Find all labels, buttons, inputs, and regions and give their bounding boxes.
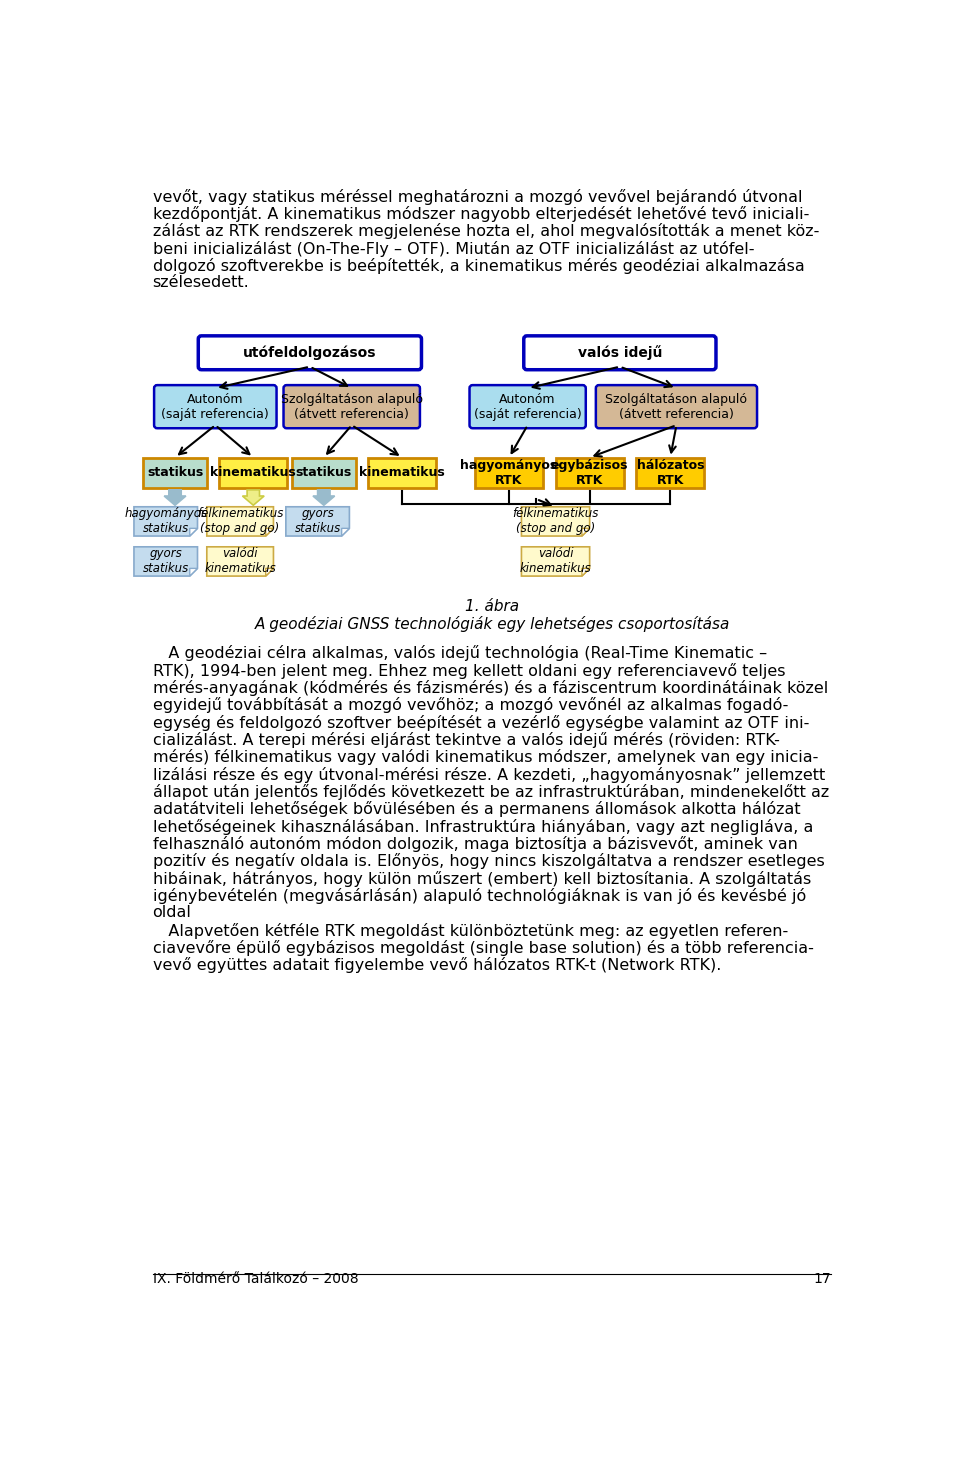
PathPatch shape [190, 568, 198, 575]
PathPatch shape [266, 568, 274, 575]
FancyBboxPatch shape [475, 457, 543, 489]
Text: vevő együttes adatait figyelembe vevő hálózatos RTK-t (Network RTK).: vevő együttes adatait figyelembe vevő há… [153, 957, 721, 974]
Text: Autonóm
(saját referencia): Autonóm (saját referencia) [474, 392, 582, 420]
Text: valódi
kinematikus: valódi kinematikus [204, 548, 276, 575]
Text: IX. Földmérő Találkozó – 2008: IX. Földmérő Találkozó – 2008 [153, 1272, 358, 1285]
FancyBboxPatch shape [143, 457, 206, 489]
Text: 17: 17 [814, 1272, 831, 1285]
Text: RTK), 1994-ben jelent meg. Ehhez meg kellett oldani egy referenciavevő teljes: RTK), 1994-ben jelent meg. Ehhez meg kel… [153, 663, 785, 679]
FancyBboxPatch shape [596, 385, 757, 429]
Text: gyors
statikus: gyors statikus [143, 548, 189, 575]
Text: dolgozó szoftverekbe is beépítették, a kinematikus mérés geodéziai alkalmazása: dolgozó szoftverekbe is beépítették, a k… [153, 258, 804, 274]
Text: Szolgáltatáson alapuló
(átvett referencia): Szolgáltatáson alapuló (átvett referenci… [606, 392, 748, 420]
Text: A geodéziai GNSS technológiák egy lehetséges csoportosítása: A geodéziai GNSS technológiák egy lehets… [254, 616, 730, 632]
FancyBboxPatch shape [283, 385, 420, 429]
Text: valódi
kinematikus: valódi kinematikus [519, 548, 591, 575]
Text: egybázisos
RTK: egybázisos RTK [551, 458, 629, 488]
PathPatch shape [134, 507, 198, 536]
Text: egyidejű továbbítását a mozgó vevőhöz; a mozgó vevőnél az alkalmas fogadó-: egyidejű továbbítását a mozgó vevőhöz; a… [153, 697, 788, 713]
Text: pozitív és negatív oldala is. Előnyös, hogy nincs kiszolgáltatva a rendszer eset: pozitív és negatív oldala is. Előnyös, h… [153, 854, 825, 870]
Text: cializálást. A terepi mérési eljárást tekintve a valós idejű mérés (röviden: RTK: cializálást. A terepi mérési eljárást te… [153, 732, 780, 748]
Text: szélesedett.: szélesedett. [153, 275, 250, 290]
PathPatch shape [582, 529, 589, 536]
Text: kezdőpontját. A kinematikus módszer nagyobb elterjedését lehetővé tevő iniciali-: kezdőpontját. A kinematikus módszer nagy… [153, 206, 809, 223]
Text: beni inicializálást (On-The-Fly – OTF). Miután az OTF inicializálást az utófel-: beni inicializálást (On-The-Fly – OTF). … [153, 240, 754, 256]
Text: ciavevőre épülő egybázisos megoldást (single base solution) és a több referencia: ciavevőre épülő egybázisos megoldást (si… [153, 940, 813, 956]
Text: A geodéziai célra alkalmas, valós idejű technológia (Real-Time Kinematic –: A geodéziai célra alkalmas, valós idejű … [153, 646, 767, 662]
FancyArrow shape [243, 490, 264, 505]
PathPatch shape [206, 507, 274, 536]
Text: felhasználó autonóm módon dolgozik, maga biztosítja a bázisvevőt, aminek van: felhasználó autonóm módon dolgozik, maga… [153, 836, 798, 852]
Text: lehetőségeinek kihasználásában. Infrastruktúra hiányában, vagy azt negligláva, a: lehetőségeinek kihasználásában. Infrastr… [153, 818, 813, 834]
Text: Alapvetően kétféle RTK megoldást különböztetünk meg: az egyetlen referen-: Alapvetően kétféle RTK megoldást különbö… [153, 922, 788, 938]
Text: Autonóm
(saját referencia): Autonóm (saját referencia) [161, 392, 269, 420]
Text: egység és feldolgozó szoftver beépítését a vezérlő egységbe valamint az OTF ini-: egység és feldolgozó szoftver beépítését… [153, 714, 809, 731]
Text: adatátviteli lehetőségek bővülésében és a permanens állomások alkotta hálózat: adatátviteli lehetőségek bővülésében és … [153, 801, 801, 817]
Text: statikus: statikus [147, 467, 204, 479]
Text: zálást az RTK rendszerek megjelenése hozta el, ahol megvalósították a menet köz-: zálást az RTK rendszerek megjelenése hoz… [153, 224, 819, 240]
Text: félkinematikus
(stop and go): félkinematikus (stop and go) [513, 508, 599, 536]
Text: lizálási része és egy útvonal-mérési része. A kezdeti, „hagyományosnak” jellemze: lizálási része és egy útvonal-mérési rés… [153, 767, 825, 783]
Text: statikus: statikus [296, 467, 352, 479]
PathPatch shape [521, 507, 589, 536]
Text: hagyományos
RTK: hagyományos RTK [461, 458, 558, 488]
Text: Szolgáltatáson alapuló
(átvett referencia): Szolgáltatáson alapuló (átvett referenci… [280, 392, 422, 420]
FancyBboxPatch shape [469, 385, 586, 429]
PathPatch shape [342, 529, 349, 536]
Text: állapot után jelentős fejlődés következett be az infrastruktúrában, mindenekelőt: állapot után jelentős fejlődés következe… [153, 785, 828, 799]
FancyBboxPatch shape [219, 457, 287, 489]
PathPatch shape [134, 548, 198, 575]
Text: vevőt, vagy statikus méréssel meghatározni a mozgó vevővel bejárandó útvonal: vevőt, vagy statikus méréssel meghatároz… [153, 189, 802, 205]
Text: valós idejű: valós idejű [578, 346, 662, 360]
Text: igénybevételén (megvásárlásán) alapuló technológiáknak is van jó és kevésbé jó: igénybevételén (megvásárlásán) alapuló t… [153, 889, 805, 903]
PathPatch shape [206, 548, 274, 575]
PathPatch shape [266, 529, 274, 536]
FancyBboxPatch shape [636, 457, 705, 489]
Text: hibáinak, hátrányos, hogy külön műszert (embert) kell biztosítania. A szolgáltat: hibáinak, hátrányos, hogy külön műszert … [153, 871, 811, 887]
PathPatch shape [521, 548, 589, 575]
FancyBboxPatch shape [155, 385, 276, 429]
FancyBboxPatch shape [556, 457, 624, 489]
FancyArrow shape [164, 490, 186, 505]
Text: utófeldolgozásos: utófeldolgozásos [243, 346, 376, 360]
Text: hagyományos
statikus: hagyományos statikus [124, 508, 207, 536]
Text: hálózatos
RTK: hálózatos RTK [636, 458, 704, 488]
Text: kinematikus: kinematikus [210, 467, 297, 479]
Text: kinematikus: kinematikus [359, 467, 445, 479]
Text: mérés-anyagának (kódmérés és fázismérés) és a fáziscentrum koordinátáinak közel: mérés-anyagának (kódmérés és fázismérés)… [153, 681, 828, 695]
Text: mérés) félkinematikus vagy valódi kinematikus módszer, amelynek van egy inicia-: mérés) félkinematikus vagy valódi kinema… [153, 750, 818, 766]
Text: oldal: oldal [153, 905, 191, 921]
FancyBboxPatch shape [368, 457, 436, 489]
FancyArrow shape [313, 490, 335, 505]
Text: 1. ábra: 1. ábra [465, 599, 519, 615]
PathPatch shape [286, 507, 349, 536]
Text: félkinematikus
(stop and go): félkinematikus (stop and go) [197, 508, 283, 536]
Text: gyors
statikus: gyors statikus [295, 508, 341, 536]
FancyBboxPatch shape [524, 335, 716, 370]
FancyBboxPatch shape [199, 335, 421, 370]
FancyBboxPatch shape [292, 457, 355, 489]
PathPatch shape [582, 568, 589, 575]
PathPatch shape [190, 529, 198, 536]
